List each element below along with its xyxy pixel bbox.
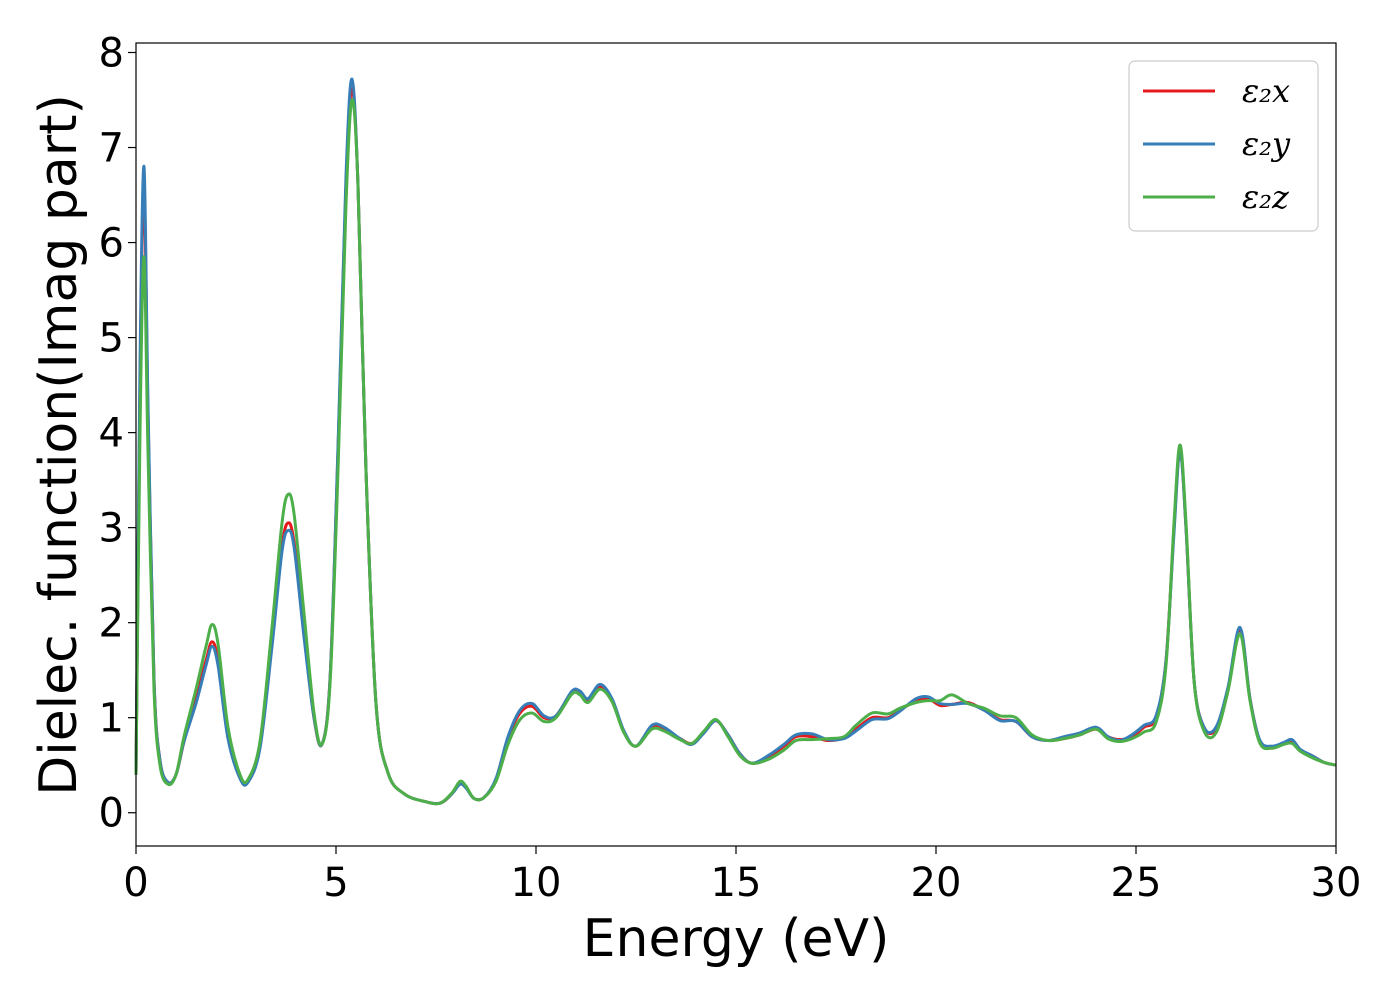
x-axis-title: Energy (eV) bbox=[583, 909, 890, 969]
y-tick-label: 7 bbox=[99, 126, 124, 172]
y-axis-title: Dielec. function(Imag part) bbox=[29, 94, 89, 796]
x-axis-ticks: 0 5 10 15 20 25 30 bbox=[123, 846, 1361, 906]
legend-label: ε₂x bbox=[1242, 72, 1290, 110]
y-tick-label: 8 bbox=[99, 31, 124, 77]
y-tick-label: 4 bbox=[99, 411, 124, 457]
legend: ε₂x ε₂y ε₂z bbox=[1128, 60, 1319, 232]
x-tick-label: 0 bbox=[123, 860, 148, 906]
y-tick-label: 5 bbox=[99, 316, 124, 362]
legend-label: ε₂y bbox=[1242, 125, 1291, 163]
legend-box bbox=[1128, 60, 1319, 232]
x-tick-label: 25 bbox=[1111, 860, 1162, 906]
x-tick-label: 30 bbox=[1311, 860, 1362, 906]
y-tick-label: 3 bbox=[99, 506, 124, 552]
x-tick-label: 15 bbox=[711, 860, 762, 906]
y-tick-label: 0 bbox=[99, 791, 124, 837]
x-tick-label: 20 bbox=[911, 860, 962, 906]
y-axis-ticks: 0 1 2 3 4 5 6 7 8 bbox=[99, 31, 136, 837]
y-tick-label: 2 bbox=[99, 601, 124, 647]
y-tick-label: 1 bbox=[99, 696, 124, 742]
legend-label: ε₂z bbox=[1242, 178, 1290, 216]
x-tick-label: 10 bbox=[511, 860, 562, 906]
y-tick-label: 6 bbox=[99, 221, 124, 267]
x-tick-label: 5 bbox=[323, 860, 348, 906]
plot-lines bbox=[134, 77, 1337, 806]
series-line-3 bbox=[134, 98, 1337, 806]
